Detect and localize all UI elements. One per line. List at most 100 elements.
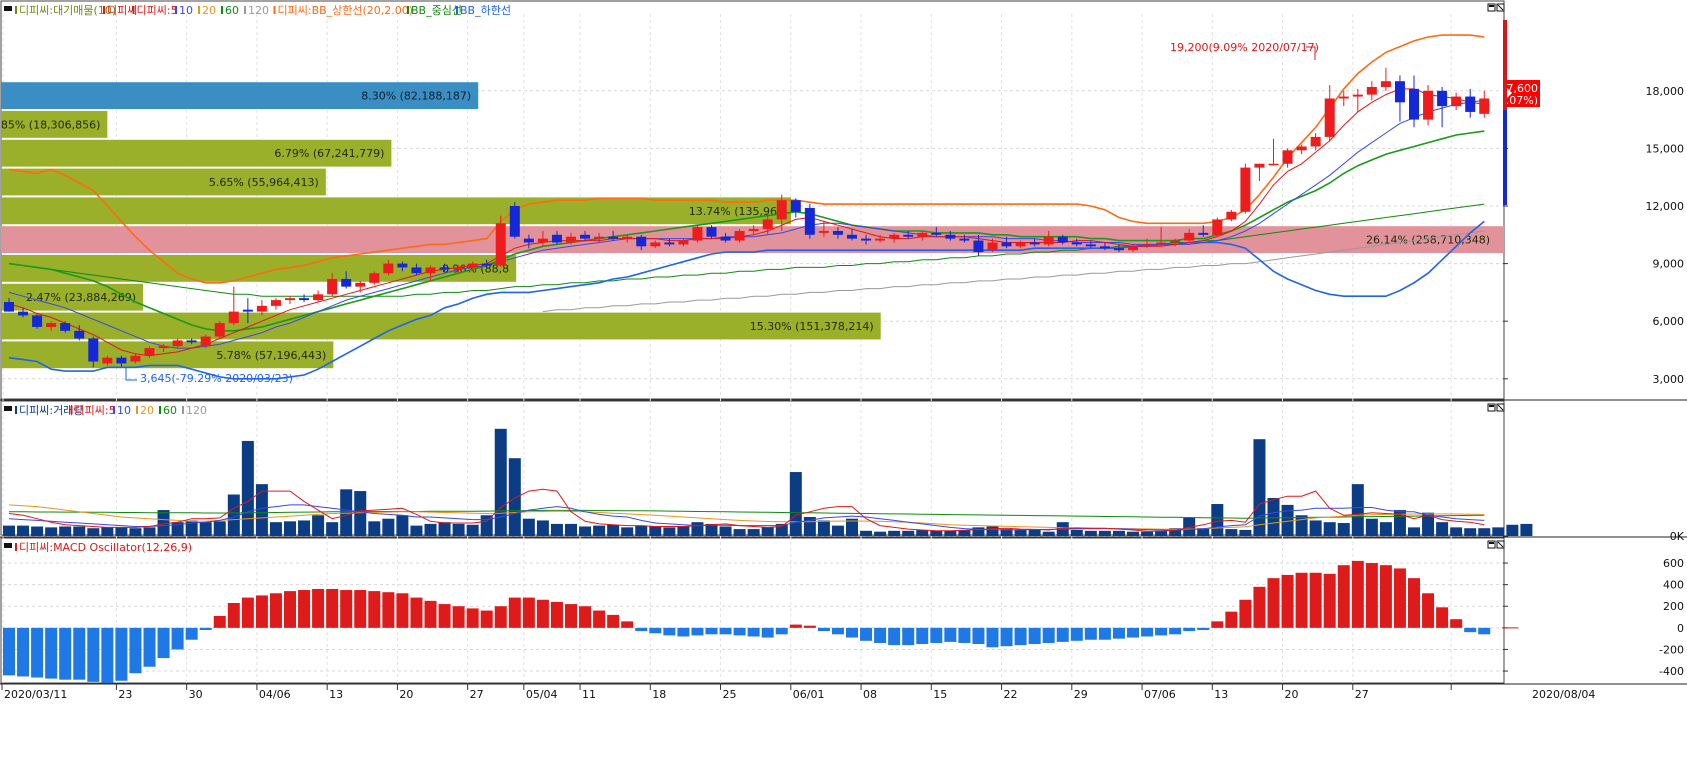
macd-bar[interactable]: [1422, 593, 1435, 628]
macd-bar[interactable]: [171, 627, 184, 650]
candle-body[interactable]: [889, 234, 900, 239]
volume-bar[interactable]: [1478, 528, 1491, 536]
price-legend-handle[interactable]: [4, 6, 12, 11]
volume-bar[interactable]: [368, 521, 381, 536]
macd-bar[interactable]: [944, 627, 957, 642]
volume-bar[interactable]: [59, 526, 72, 536]
volume-bar[interactable]: [1070, 529, 1083, 536]
candle-body[interactable]: [551, 234, 562, 243]
macd-bar[interactable]: [1112, 627, 1125, 639]
pane-restore-button[interactable]: [1487, 3, 1496, 12]
volume-bar[interactable]: [550, 523, 563, 536]
candle-body[interactable]: [228, 311, 239, 324]
candle-body[interactable]: [214, 323, 225, 337]
macd-bar[interactable]: [1267, 578, 1280, 628]
volume-bar[interactable]: [607, 524, 620, 536]
candle-body[interactable]: [1156, 242, 1167, 245]
volume-bar[interactable]: [902, 530, 915, 536]
volume-bar[interactable]: [761, 527, 774, 536]
candle-body[interactable]: [425, 267, 436, 274]
macd-bar[interactable]: [691, 627, 704, 636]
macd-bar[interactable]: [87, 627, 100, 682]
macd-bar[interactable]: [1408, 578, 1420, 628]
macd-bar[interactable]: [354, 590, 367, 628]
volume-bar[interactable]: [1309, 520, 1322, 536]
macd-bar[interactable]: [466, 608, 479, 628]
candle-body[interactable]: [341, 278, 352, 287]
macd-bar[interactable]: [59, 627, 72, 680]
volume-bar[interactable]: [958, 529, 971, 536]
volume-bar[interactable]: [593, 525, 606, 536]
macd-bar[interactable]: [382, 592, 395, 628]
volume-legend-handle[interactable]: [4, 406, 12, 411]
candle-body[interactable]: [411, 267, 422, 274]
macd-bar[interactable]: [368, 591, 381, 628]
macd-bar[interactable]: [888, 627, 901, 646]
macd-bar[interactable]: [1478, 627, 1491, 635]
candle-body[interactable]: [959, 238, 970, 241]
macd-bar[interactable]: [255, 595, 268, 628]
macd-bar[interactable]: [536, 599, 549, 628]
volume-bar[interactable]: [1169, 528, 1182, 536]
volume-bar[interactable]: [789, 472, 802, 536]
macd-bar[interactable]: [31, 627, 44, 678]
candle-body[interactable]: [74, 330, 85, 339]
volume-bar[interactable]: [396, 515, 409, 536]
macd-bar[interactable]: [1379, 565, 1392, 628]
macd-bar[interactable]: [1309, 572, 1322, 628]
macd-bar[interactable]: [312, 588, 325, 628]
candle-body[interactable]: [369, 273, 380, 283]
macd-bar[interactable]: [733, 627, 746, 636]
volume-bar[interactable]: [255, 484, 268, 536]
candle-body[interactable]: [987, 242, 998, 251]
volume-bar[interactable]: [1042, 531, 1055, 536]
candle-body[interactable]: [285, 298, 295, 301]
volume-bar[interactable]: [73, 526, 86, 536]
volume-bar[interactable]: [1323, 522, 1336, 536]
macd-bar[interactable]: [817, 627, 830, 632]
volume-bar[interactable]: [185, 520, 198, 536]
candle-body[interactable]: [1254, 163, 1265, 168]
volume-bar[interactable]: [536, 520, 549, 536]
macd-bar[interactable]: [298, 590, 311, 628]
candle-body[interactable]: [509, 206, 520, 237]
volume-bar[interactable]: [410, 525, 423, 536]
candle-body[interactable]: [762, 219, 773, 230]
volume-bar[interactable]: [1253, 439, 1266, 536]
candle-body[interactable]: [790, 200, 801, 212]
volume-bar[interactable]: [986, 526, 999, 536]
candle-body[interactable]: [664, 242, 675, 245]
volume-bar[interactable]: [171, 522, 184, 536]
pane-restore-button[interactable]: [1487, 403, 1496, 412]
candle-body[interactable]: [453, 267, 464, 270]
volume-bar[interactable]: [87, 528, 100, 536]
candle-body[interactable]: [18, 311, 29, 316]
volume-bar[interactable]: [1379, 522, 1392, 536]
macd-bar[interactable]: [789, 624, 802, 628]
candle-body[interactable]: [1029, 242, 1040, 245]
candle-body[interactable]: [931, 232, 942, 235]
macd-bar[interactable]: [157, 627, 170, 659]
volume-bar[interactable]: [831, 525, 844, 536]
macd-bar[interactable]: [1141, 627, 1154, 637]
macd-bar[interactable]: [3, 627, 15, 676]
macd-bar[interactable]: [747, 627, 760, 637]
candle-body[interactable]: [945, 234, 956, 239]
volume-bar[interactable]: [466, 524, 479, 536]
macd-bar[interactable]: [396, 593, 409, 628]
candle-body[interactable]: [1296, 146, 1307, 151]
candle-body[interactable]: [242, 309, 253, 312]
macd-bar[interactable]: [902, 627, 915, 646]
volume-bar[interactable]: [382, 518, 395, 536]
macd-bar[interactable]: [424, 600, 437, 628]
candle-body[interactable]: [1128, 246, 1138, 251]
candle-body[interactable]: [4, 302, 14, 312]
volume-bar[interactable]: [298, 520, 311, 536]
candle-body[interactable]: [1324, 98, 1335, 137]
macd-bar[interactable]: [1042, 627, 1055, 643]
macd-bar[interactable]: [1183, 627, 1196, 632]
volume-bar[interactable]: [846, 518, 858, 536]
candle-body[interactable]: [1170, 240, 1181, 243]
macd-bar[interactable]: [579, 606, 592, 628]
